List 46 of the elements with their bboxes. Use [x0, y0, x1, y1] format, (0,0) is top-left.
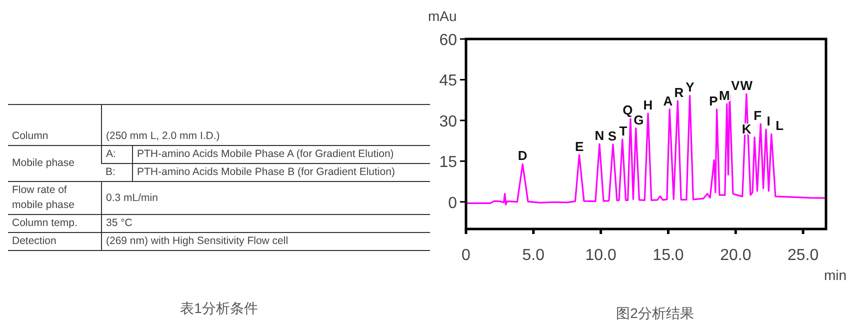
y-tick-label: 15	[439, 154, 458, 172]
annotation: W	[740, 78, 754, 94]
text: PTH-amino Acids Mobile Phase B (for Gradient Elution)	[132, 164, 430, 182]
y-axis-title: mAu	[428, 8, 457, 24]
y-tick-label: 60	[439, 32, 458, 49]
x-axis-title: min	[824, 267, 847, 283]
annotation: A	[663, 93, 674, 108]
text: (269 nm) with High Sensitivity Flow cell	[102, 232, 430, 250]
text: 0.3 mL/min	[102, 182, 430, 214]
text: Column temp.	[8, 214, 102, 232]
annotation: Y	[686, 80, 695, 95]
annotation: Q	[622, 102, 633, 118]
annotation: I	[766, 113, 770, 128]
x-tick-label: 25.0	[788, 247, 819, 264]
x-tick-label: 15.0	[652, 247, 684, 264]
text: B:	[102, 164, 132, 182]
annotation: N	[594, 128, 604, 143]
annotation: F	[754, 108, 762, 123]
annotation: L	[776, 118, 784, 133]
text: 35 °C	[102, 214, 430, 232]
text: 表1分析条件	[179, 300, 259, 318]
annotation: D	[518, 148, 528, 164]
text: 图2分析结果	[616, 305, 694, 321]
text: PTH-amino Acids Mobile Phase A (for Gradient Elution)	[132, 146, 430, 164]
annotation: E	[574, 138, 584, 154]
x-tick-label: 20.0	[720, 247, 752, 264]
x-tick-label: 0	[462, 247, 471, 264]
text: Mobile phase	[8, 146, 102, 182]
x-tick-label: 5.0	[522, 247, 545, 264]
annotation: S	[608, 128, 617, 144]
annotation: R	[674, 84, 684, 100]
annotation: V	[731, 78, 740, 94]
y-tick-label: 30	[439, 113, 458, 130]
text: Flow rate of mobile phase	[8, 182, 102, 214]
x-tick-label: 10.0	[585, 247, 617, 264]
y-tick-label: 45	[439, 72, 458, 90]
text: A:	[102, 146, 132, 164]
text: Detection	[8, 232, 102, 250]
annotation: G	[634, 112, 644, 128]
annotation: P	[709, 93, 718, 108]
text: Column	[8, 104, 102, 146]
text: (250 mm L, 2.0 mm I.D.)	[102, 104, 430, 146]
y-tick-label: 0	[448, 194, 458, 212]
annotation: M	[718, 88, 730, 103]
annotation: T	[619, 123, 628, 138]
annotation: H	[643, 97, 653, 112]
